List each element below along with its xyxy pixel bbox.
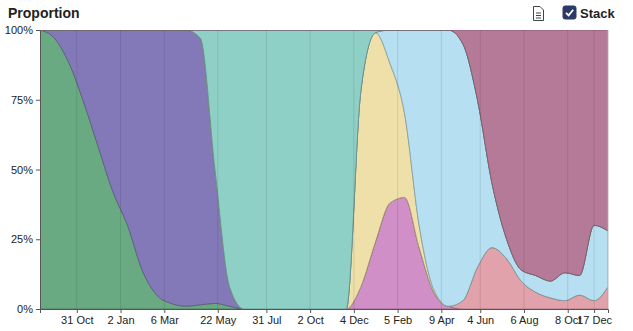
tick-label: 2 Oct bbox=[297, 314, 323, 326]
tick-mark bbox=[594, 309, 595, 313]
chart: ProportionStack31 Oct2 Jan6 Mar22 May31 … bbox=[0, 0, 633, 331]
tick-mark bbox=[36, 170, 40, 171]
tick: 25% bbox=[11, 233, 40, 245]
tick-label: 22 May bbox=[200, 314, 237, 326]
checkmark[interactable] bbox=[566, 10, 573, 16]
tick: 75% bbox=[11, 94, 40, 106]
area bbox=[40, 30, 608, 309]
grid-line bbox=[266, 30, 267, 309]
tick-mark bbox=[164, 309, 165, 313]
grid-line bbox=[164, 30, 165, 309]
tick: 4 Jun bbox=[467, 309, 494, 326]
checkbox[interactable] bbox=[563, 6, 576, 19]
tick-mark bbox=[36, 309, 40, 310]
grid-line bbox=[76, 30, 77, 309]
area bbox=[40, 30, 608, 309]
tick-mark bbox=[354, 309, 355, 313]
y-axis: 0% 25% 50% 75% 100% bbox=[5, 24, 41, 315]
frame bbox=[608, 30, 609, 309]
tick-label: 4 Jun bbox=[467, 314, 494, 326]
tick: 6 Mar bbox=[151, 309, 179, 326]
tick-label: 6 Aug bbox=[510, 314, 538, 326]
tick: 2 Oct bbox=[297, 309, 323, 326]
axis-line bbox=[36, 31, 41, 310]
tick-mark bbox=[441, 309, 442, 313]
grid bbox=[77, 30, 594, 309]
tick-label: 4 Dec bbox=[340, 314, 369, 326]
tick-label: 0% bbox=[17, 303, 33, 315]
tick-label: 9 Apr bbox=[429, 314, 455, 326]
grid-line bbox=[594, 30, 595, 309]
tick-label: 17 Dec bbox=[577, 314, 612, 326]
tick: 22 May bbox=[200, 309, 237, 326]
grid-line bbox=[310, 30, 311, 309]
tick-label: 5 Feb bbox=[384, 314, 412, 326]
tick: 31 Oct bbox=[61, 309, 93, 326]
tick: 0% bbox=[17, 303, 40, 315]
tick-label: 31 Jul bbox=[252, 314, 281, 326]
tick: 9 Apr bbox=[429, 309, 455, 326]
grid-line bbox=[441, 30, 442, 309]
tick-mark bbox=[36, 30, 40, 31]
tick: 50% bbox=[11, 164, 40, 176]
tick-label: 31 Oct bbox=[61, 314, 93, 326]
tick-mark bbox=[568, 309, 569, 313]
grid-line bbox=[353, 30, 354, 309]
tick-mark bbox=[266, 309, 267, 313]
stack-toggle[interactable] bbox=[563, 6, 576, 19]
grid-line bbox=[217, 30, 218, 309]
tick-label: 100% bbox=[5, 24, 33, 36]
axis-line bbox=[41, 310, 609, 314]
tick-mark bbox=[36, 100, 40, 101]
grid-line bbox=[480, 30, 481, 309]
tick: 4 Dec bbox=[340, 309, 369, 326]
area bbox=[40, 30, 608, 281]
x-axis: 31 Oct 2 Jan 6 Mar 22 May 31 Jul 2 Oct 4 Dec 5 … bbox=[41, 309, 613, 326]
tick: 100% bbox=[5, 24, 40, 36]
tick-mark bbox=[524, 309, 525, 313]
grid-line bbox=[567, 30, 568, 309]
tick-label: 2 Jan bbox=[108, 314, 135, 326]
tick-mark bbox=[310, 309, 311, 313]
area bbox=[40, 30, 608, 309]
download-icon[interactable] bbox=[534, 7, 544, 21]
plot-area bbox=[40, 30, 608, 309]
grid-line bbox=[120, 30, 121, 309]
tick: 5 Feb bbox=[384, 309, 412, 326]
title: Proportion bbox=[8, 5, 80, 21]
tick-mark bbox=[480, 309, 481, 313]
tick-label: 50% bbox=[11, 164, 33, 176]
area bbox=[40, 30, 608, 309]
tick-mark bbox=[121, 309, 122, 313]
tick-mark bbox=[218, 309, 219, 313]
tick: 2 Jan bbox=[108, 309, 135, 326]
area bbox=[40, 30, 608, 309]
tick: 6 Aug bbox=[510, 309, 538, 326]
tick: 31 Jul bbox=[252, 309, 281, 326]
tick-label: 75% bbox=[11, 94, 33, 106]
icon-lines[interactable] bbox=[536, 13, 541, 18]
grid-line bbox=[397, 30, 398, 309]
area bbox=[40, 30, 608, 309]
toggle-label[interactable]: Stack bbox=[580, 6, 615, 21]
grid-line bbox=[523, 30, 524, 309]
tick-mark bbox=[77, 309, 78, 313]
tick-label: 25% bbox=[11, 233, 33, 245]
tick-mark bbox=[36, 239, 40, 240]
tick: 17 Dec bbox=[577, 309, 612, 326]
tick-label: 6 Mar bbox=[151, 314, 179, 326]
area bbox=[40, 30, 608, 309]
tick-mark bbox=[398, 309, 399, 313]
icon-outline[interactable] bbox=[534, 7, 544, 21]
